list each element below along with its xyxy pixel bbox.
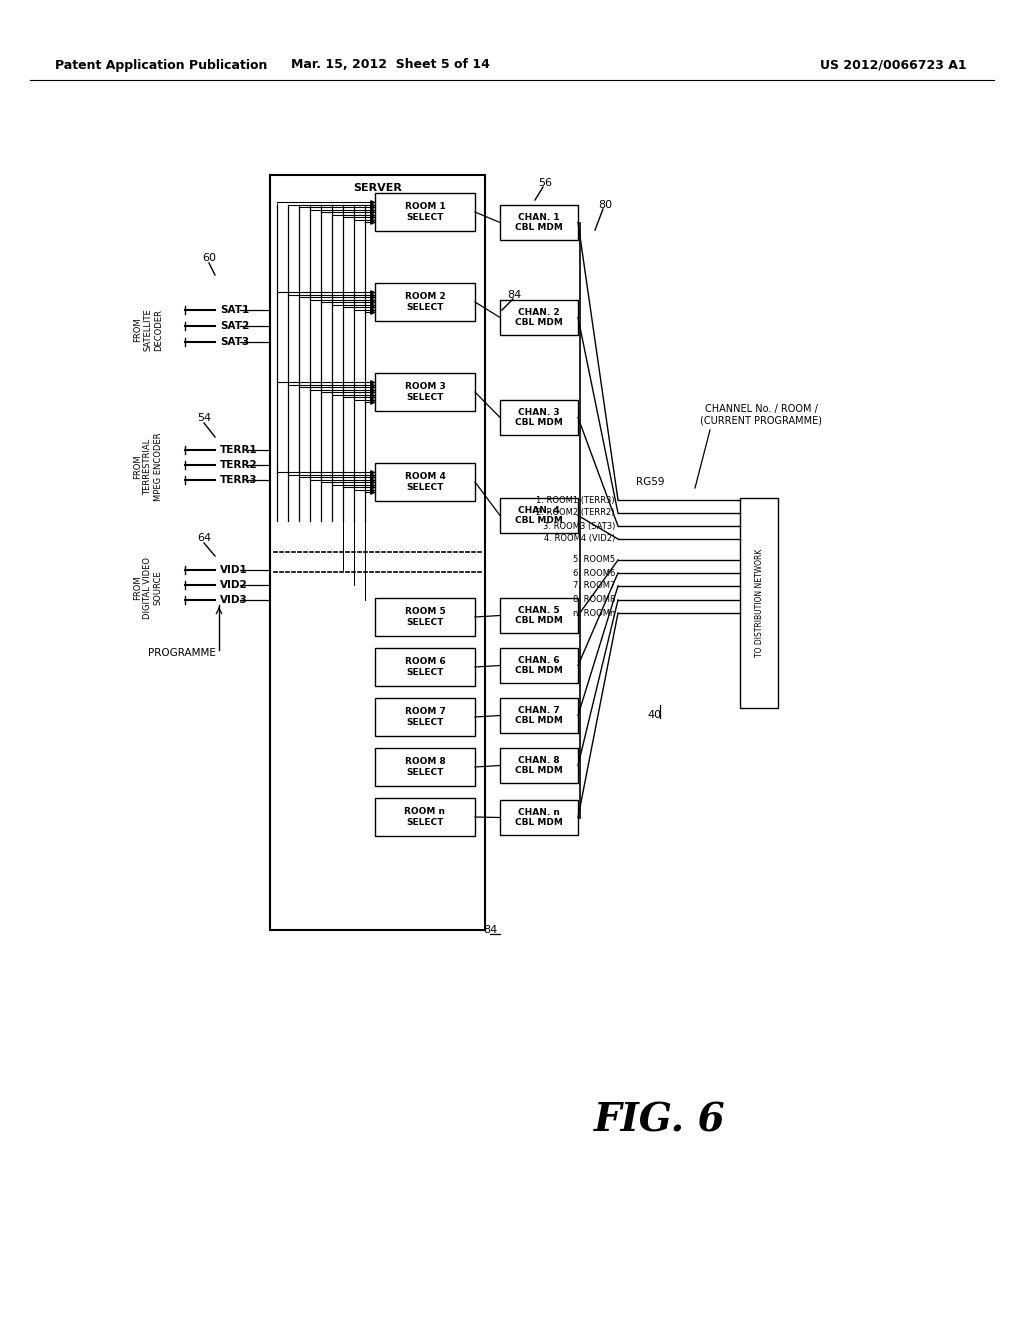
Text: CHAN. 3
CBL MDM: CHAN. 3 CBL MDM xyxy=(515,408,563,428)
Text: SAT2: SAT2 xyxy=(220,321,249,331)
Text: FROM
DIGITAL VIDEO
SOURCE: FROM DIGITAL VIDEO SOURCE xyxy=(133,557,163,619)
Text: FIG. 6: FIG. 6 xyxy=(594,1101,726,1139)
Text: 60: 60 xyxy=(202,253,216,263)
Bar xyxy=(500,800,578,836)
Text: PROGRAMME: PROGRAMME xyxy=(148,648,216,657)
Text: 84: 84 xyxy=(507,290,521,300)
Text: TERR2: TERR2 xyxy=(220,459,258,470)
Text: VID2: VID2 xyxy=(220,579,248,590)
Text: SAT3: SAT3 xyxy=(220,337,249,347)
Text: CHAN. 6
CBL MDM: CHAN. 6 CBL MDM xyxy=(515,656,563,676)
Text: 6. ROOM6: 6. ROOM6 xyxy=(572,569,615,578)
Text: n. ROOMn: n. ROOMn xyxy=(572,609,615,618)
Text: ROOM 5
SELECT: ROOM 5 SELECT xyxy=(404,607,445,627)
Text: TERR1: TERR1 xyxy=(220,445,258,455)
Bar xyxy=(375,282,475,321)
Text: CHAN. 7
CBL MDM: CHAN. 7 CBL MDM xyxy=(515,706,563,725)
Text: SAT1: SAT1 xyxy=(220,305,249,315)
Text: CHANNEL No. / ROOM /
(CURRENT PROGRAMME): CHANNEL No. / ROOM / (CURRENT PROGRAMME) xyxy=(700,404,822,426)
Text: Patent Application Publication: Patent Application Publication xyxy=(55,58,267,71)
Text: 3. ROOM3 (SAT3): 3. ROOM3 (SAT3) xyxy=(543,521,615,531)
Text: 4. ROOM4 (VID2): 4. ROOM4 (VID2) xyxy=(544,535,615,544)
Text: ROOM 2
SELECT: ROOM 2 SELECT xyxy=(404,292,445,312)
Bar xyxy=(270,176,485,931)
Text: VID1: VID1 xyxy=(220,565,248,576)
Bar xyxy=(375,799,475,836)
Text: VID3: VID3 xyxy=(220,595,248,605)
Text: ROOM 3
SELECT: ROOM 3 SELECT xyxy=(404,383,445,401)
Text: ROOM 7
SELECT: ROOM 7 SELECT xyxy=(404,708,445,727)
Text: 7. ROOM7: 7. ROOM7 xyxy=(572,582,615,590)
Bar xyxy=(375,748,475,785)
Bar xyxy=(500,498,578,533)
Bar xyxy=(375,598,475,636)
Bar xyxy=(500,648,578,682)
Text: CHAN. 5
CBL MDM: CHAN. 5 CBL MDM xyxy=(515,606,563,626)
Bar xyxy=(500,400,578,436)
Text: SERVER: SERVER xyxy=(353,183,402,193)
Text: Mar. 15, 2012  Sheet 5 of 14: Mar. 15, 2012 Sheet 5 of 14 xyxy=(291,58,489,71)
Bar xyxy=(375,463,475,502)
Text: 1. ROOM1 (TERR3): 1. ROOM1 (TERR3) xyxy=(537,495,615,504)
Bar xyxy=(500,598,578,634)
Text: 56: 56 xyxy=(538,178,552,187)
Text: 84: 84 xyxy=(483,925,497,935)
Text: ROOM 1
SELECT: ROOM 1 SELECT xyxy=(404,202,445,222)
Text: 64: 64 xyxy=(197,533,211,543)
Text: US 2012/0066723 A1: US 2012/0066723 A1 xyxy=(820,58,967,71)
Bar xyxy=(375,374,475,411)
Bar xyxy=(740,498,778,708)
Text: CHAN. 2
CBL MDM: CHAN. 2 CBL MDM xyxy=(515,308,563,327)
Text: ROOM n
SELECT: ROOM n SELECT xyxy=(404,808,445,826)
Text: 80: 80 xyxy=(598,201,612,210)
Text: ROOM 4
SELECT: ROOM 4 SELECT xyxy=(404,473,445,492)
Bar xyxy=(375,193,475,231)
Bar xyxy=(500,205,578,240)
Text: FROM
TERRESTRIAL
MPEG ENCODER: FROM TERRESTRIAL MPEG ENCODER xyxy=(133,433,163,502)
Text: ROOM 8
SELECT: ROOM 8 SELECT xyxy=(404,758,445,776)
Text: 54: 54 xyxy=(197,413,211,422)
Text: 5. ROOM5: 5. ROOM5 xyxy=(572,556,615,565)
Text: TO DISTRIBUTION NETWORK: TO DISTRIBUTION NETWORK xyxy=(755,549,764,657)
Text: 2. ROOM2 (TERR2): 2. ROOM2 (TERR2) xyxy=(537,508,615,517)
Text: CHAN. n
CBL MDM: CHAN. n CBL MDM xyxy=(515,808,563,828)
Text: TERR3: TERR3 xyxy=(220,475,258,484)
Bar xyxy=(375,648,475,686)
Text: ROOM 6
SELECT: ROOM 6 SELECT xyxy=(404,657,445,677)
Text: 8. ROOM8: 8. ROOM8 xyxy=(572,595,615,605)
Bar xyxy=(375,698,475,737)
Text: CHAN. 4
CBL MDM: CHAN. 4 CBL MDM xyxy=(515,506,563,525)
Text: CHAN. 8
CBL MDM: CHAN. 8 CBL MDM xyxy=(515,756,563,775)
Bar xyxy=(500,748,578,783)
Text: CHAN. 1
CBL MDM: CHAN. 1 CBL MDM xyxy=(515,213,563,232)
Text: FROM
SATELLITE
DECODER: FROM SATELLITE DECODER xyxy=(133,309,163,351)
Text: RG59: RG59 xyxy=(636,477,665,487)
Bar xyxy=(500,300,578,335)
Text: 40: 40 xyxy=(647,710,662,719)
Bar xyxy=(500,698,578,733)
